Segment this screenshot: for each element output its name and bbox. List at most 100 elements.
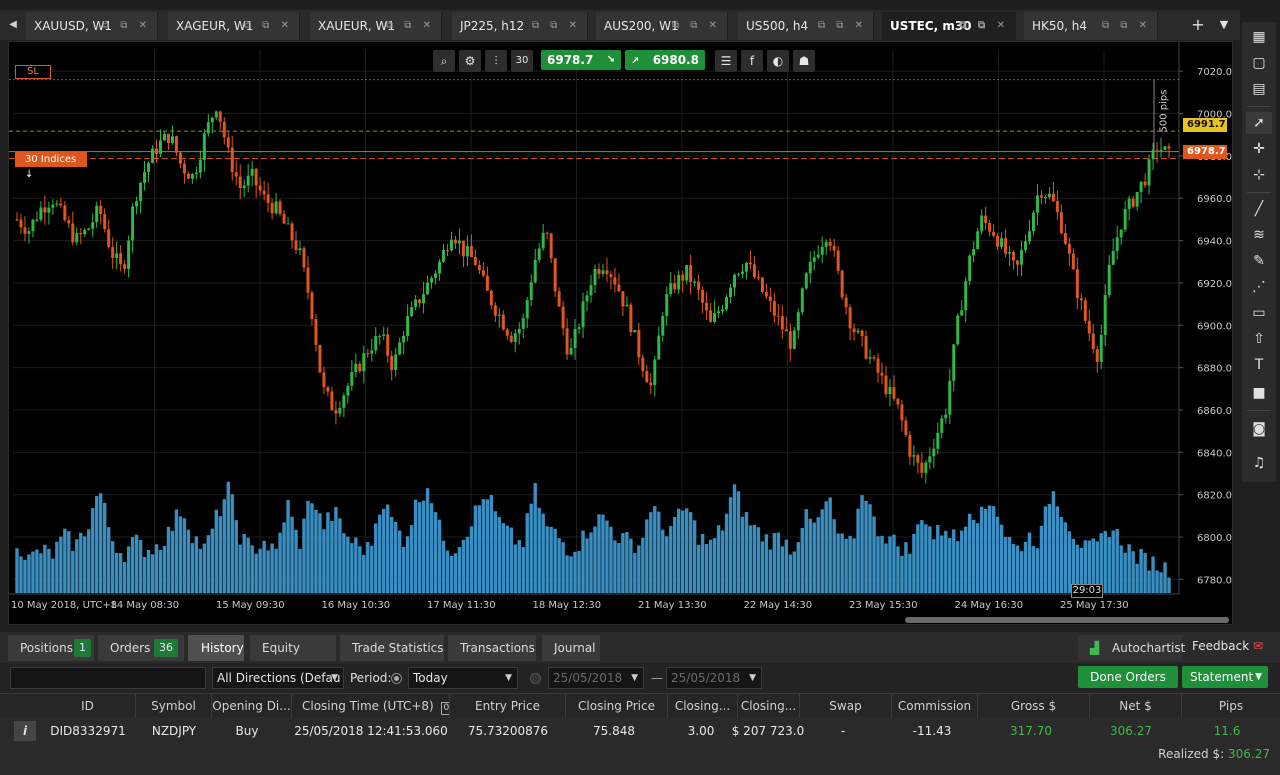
feedback-button[interactable]: Feedback ✉ xyxy=(1186,635,1274,661)
cursor-icon[interactable]: ➚ xyxy=(1246,112,1272,134)
tab-xageur[interactable]: XAGEUR, W1 ⧉ ⧉ ✕ xyxy=(168,12,300,40)
period-select[interactable]: Today ▼ xyxy=(408,667,518,689)
split-chart-icon[interactable]: ▤ xyxy=(1252,81,1266,97)
tab-transactions[interactable]: Transactions xyxy=(448,635,536,661)
col-symbol[interactable]: Symbol xyxy=(136,694,212,718)
volume-bar xyxy=(294,529,298,593)
chart-canvas[interactable]: 7020.07000.06980.06960.06940.06920.06900… xyxy=(9,42,1232,624)
tab-trade-statistics[interactable]: Trade Statistics xyxy=(340,635,444,661)
volume-bar xyxy=(999,524,1004,593)
date-from-input[interactable]: 25/05/2018 ▼ xyxy=(548,667,644,689)
tab-xauusd[interactable]: XAUUSD, W1 ⧉ ⧉ ✕ xyxy=(26,12,158,40)
sentiment-icon[interactable]: ◐ xyxy=(767,50,789,72)
volume-bar xyxy=(812,522,816,593)
chart-settings-icon[interactable]: ⚙ xyxy=(459,50,481,72)
layout-grid-icon[interactable]: ▦ xyxy=(1252,29,1266,45)
position-tag[interactable]: 30 Indices ↓ xyxy=(15,152,87,180)
tab-actions-icon[interactable]: ⧉ ⧉ ✕ xyxy=(671,20,721,31)
col-pips[interactable]: Pips xyxy=(1218,699,1244,713)
history-search-input[interactable] xyxy=(10,667,206,689)
tab-history[interactable]: History xyxy=(188,635,244,661)
tab-actions-icon[interactable]: ⧉ ⧉ ✕ xyxy=(959,20,1009,31)
col-closing-price[interactable]: Closing Price xyxy=(566,694,668,718)
candle-body xyxy=(673,283,677,290)
col-entry-price[interactable]: Entry Price xyxy=(450,694,566,718)
date-range-radio[interactable] xyxy=(530,673,541,684)
tab-actions-icon[interactable]: ⧉ ⧉ ✕ xyxy=(1101,20,1151,31)
candle-body xyxy=(234,172,238,177)
facebook-icon[interactable]: f xyxy=(741,50,763,72)
candlestick-type-icon[interactable]: ⫶ xyxy=(485,50,507,72)
text-icon[interactable]: T xyxy=(1254,357,1264,373)
tab-xaueur[interactable]: XAUEUR, W1 ⧉ ⧉ ✕ xyxy=(310,12,442,40)
volume-bar xyxy=(860,495,864,593)
fill-icon[interactable]: ■ xyxy=(1252,385,1266,401)
tab-actions-icon[interactable]: ⧉ ⧉ ✕ xyxy=(385,20,435,31)
volume-bar xyxy=(55,541,59,593)
user-icon[interactable]: ☗ xyxy=(793,50,815,72)
col-swap[interactable]: Swap xyxy=(800,694,892,718)
camera-icon[interactable]: ◙ xyxy=(1252,421,1266,437)
autochartist-button[interactable]: ▟ Autochartist xyxy=(1078,635,1185,661)
period-radio[interactable] xyxy=(391,673,402,684)
arrow-icon[interactable]: ⇧ xyxy=(1253,331,1265,347)
table-row[interactable]: i DID8332971 NZDJPY Buy 25/05/2018 12:41… xyxy=(0,718,1280,744)
tab-equity-chart[interactable]: Equity Chart xyxy=(250,635,336,681)
statement-button[interactable]: Statement ▼ xyxy=(1182,666,1268,688)
tab-actions-icon[interactable]: ⧉ ⧉ ✕ xyxy=(531,20,581,31)
tab-orders[interactable]: Orders 36 xyxy=(98,635,184,661)
col-closing-volume[interactable]: Closing... xyxy=(738,694,800,718)
tab-actions-icon[interactable]: ⧉ ⧉ ✕ xyxy=(243,20,293,31)
volume-bar xyxy=(1147,570,1151,593)
tab-us500[interactable]: US500, h4 ⧉ ⧉ ✕ xyxy=(738,12,874,40)
col-opening-direction[interactable]: Opening Di... xyxy=(212,694,292,718)
col-closing-quantity[interactable]: Closing... xyxy=(668,694,738,718)
volume-bar xyxy=(920,520,924,593)
chart-scrollbar[interactable] xyxy=(905,617,1229,623)
date-to-input[interactable]: 25/05/2018 ▼ xyxy=(666,667,762,689)
col-commission[interactable]: Commission xyxy=(892,694,978,718)
measure-icon[interactable]: ⊹ xyxy=(1253,167,1265,183)
sell-price-button[interactable]: 6978.7 ↘ xyxy=(541,50,621,70)
tab-actions-icon[interactable]: ⧉ ⧉ ✕ xyxy=(101,20,151,31)
single-chart-icon[interactable]: ▢ xyxy=(1252,55,1266,71)
crosshair-icon[interactable]: ✛ xyxy=(1253,141,1265,157)
tab-positions[interactable]: Positions 1 xyxy=(8,635,94,661)
candle-body xyxy=(832,245,836,251)
tab-hk50[interactable]: HK50, h4 ⧉ ⧉ ✕ xyxy=(1024,12,1158,40)
col-closing-time[interactable]: Closing Time (UTC+8) 0 ▼ xyxy=(292,694,450,718)
stop-loss-tag[interactable]: SL xyxy=(15,65,51,79)
done-orders-button[interactable]: Done Orders xyxy=(1078,666,1178,688)
col-id[interactable]: ID xyxy=(40,694,136,718)
trendline-icon[interactable]: ╱ xyxy=(1254,201,1264,217)
candle-body xyxy=(565,328,569,355)
zoom-icon[interactable]: ⌕ xyxy=(433,50,455,72)
candle-body xyxy=(91,222,95,229)
alert-bell-icon[interactable]: ♫ xyxy=(1252,455,1266,471)
tab-overflow-icon[interactable]: ▼ xyxy=(1219,18,1229,31)
tab-jp225[interactable]: JP225, h12 ⧉ ⧉ ✕ xyxy=(452,12,588,40)
volume-bar xyxy=(334,507,338,593)
price-chart[interactable]: 7020.07000.06980.06960.06940.06920.06900… xyxy=(8,41,1233,625)
add-tab-button[interactable]: + xyxy=(1191,15,1205,34)
tab-actions-icon[interactable]: ⧉ ⧉ ✕ xyxy=(817,20,867,31)
tab-aus200[interactable]: AUS200, W1 ⧉ ⧉ ✕ xyxy=(596,12,728,40)
fibonacci-icon[interactable]: ≋ xyxy=(1253,227,1265,243)
volume-bar xyxy=(374,523,378,593)
tab-scroll-left-icon[interactable]: ◀ xyxy=(9,19,17,30)
col-net[interactable]: Net $ xyxy=(1090,694,1182,718)
col-gross[interactable]: Gross $ xyxy=(978,694,1090,718)
tab-journal[interactable]: Journal xyxy=(542,635,600,661)
info-icon[interactable]: i xyxy=(14,721,36,741)
channel-icon[interactable]: ⋰ xyxy=(1252,279,1266,295)
direction-select[interactable]: All Directions (Defau ▼ xyxy=(212,667,344,689)
rectangle-icon[interactable]: ▭ xyxy=(1252,305,1266,321)
list-icon[interactable]: ☰ xyxy=(715,50,737,72)
buy-price-button[interactable]: ↗ 6980.8 xyxy=(625,50,705,70)
candle-body xyxy=(709,310,713,323)
period-selector[interactable]: 30 xyxy=(511,50,533,72)
candle-body xyxy=(725,297,729,310)
pen-icon[interactable]: ✎ xyxy=(1253,253,1265,269)
tab-ustec[interactable]: USTEC, m30 ⧉ ⧉ ✕ xyxy=(882,12,1016,40)
candle-body xyxy=(1071,253,1075,270)
